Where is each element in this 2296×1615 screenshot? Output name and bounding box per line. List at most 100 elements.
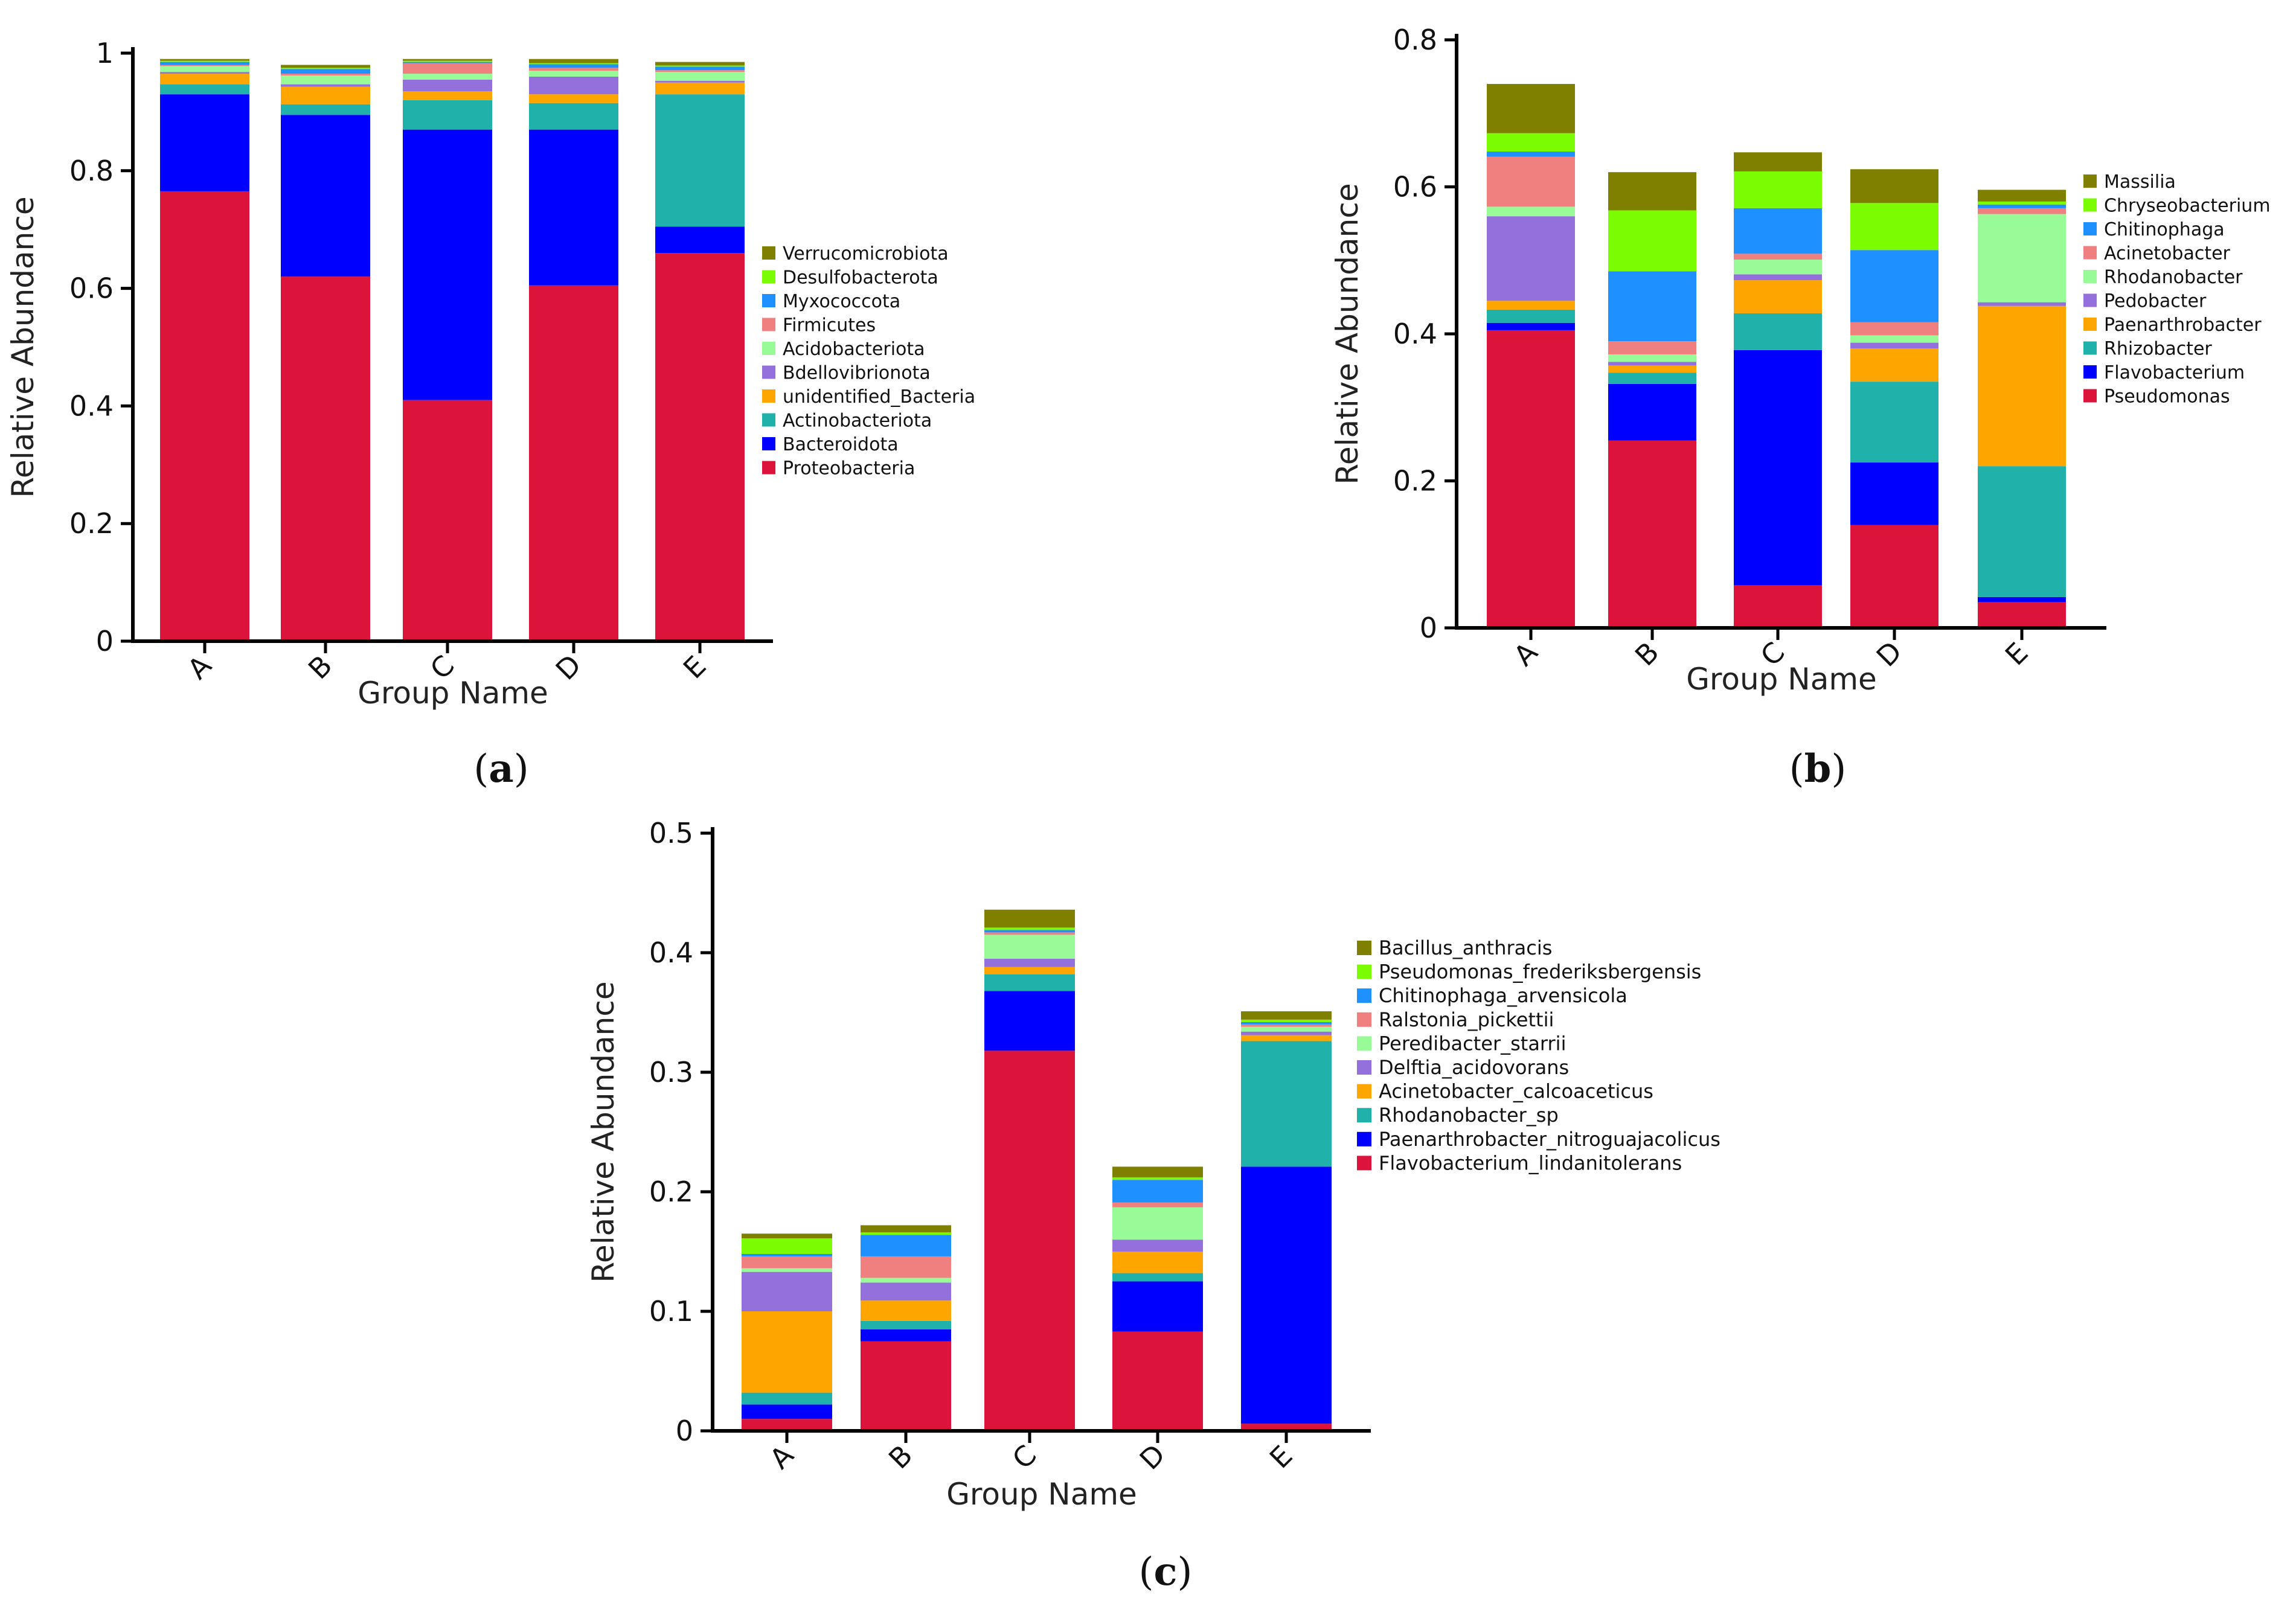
bar-segment-E-Rhizobacter [1978, 466, 2066, 597]
bar-segment-B-Pedobacter [1608, 362, 1696, 366]
legend-label: Actinobacteriota [783, 411, 932, 432]
bar-segment-A-Proteobacteria [160, 191, 249, 641]
x-tick-label: E [677, 650, 713, 685]
bar-segment-A-Delftia_acidovorans [742, 1271, 832, 1311]
bar-segment-E-Bdellovibrionota [655, 80, 745, 83]
bar-segment-C-Rhodanobacter_sp [984, 974, 1075, 991]
bar-segment-E-Massilia [1978, 190, 2066, 202]
legend-swatch [2083, 270, 2097, 283]
bar-segment-C-Bdellovibrionota [403, 79, 492, 92]
legend-label: Pseudomonas [2104, 386, 2230, 408]
bar-segment-A-Firmicutes [160, 65, 249, 66]
bar-segment-C-Rhizobacter [1734, 313, 1822, 350]
bar-segment-A-Rhodanobacter_sp [742, 1392, 832, 1405]
y-tick-label: 0.8 [1393, 24, 1437, 56]
legend-swatch [762, 318, 775, 331]
bar-segment-E-Actinobacteriota [655, 94, 745, 227]
legend-swatch [2083, 365, 2097, 379]
x-tick-label: B [1629, 636, 1666, 673]
bar-segment-D-Rhodanobacter [1850, 335, 1938, 343]
bar-segment-C-Myxococcota [403, 62, 492, 63]
x-tick-label: A [1507, 636, 1544, 673]
legend-label: Desulfobacterota [783, 267, 938, 289]
legend-label: Chitinophaga_arvensicola [1379, 984, 1627, 1007]
legend-swatch [2083, 198, 2097, 212]
legend-swatch [1357, 1012, 1371, 1027]
y-tick-label: 0.1 [649, 1295, 693, 1328]
legend-label: Rhizobacter [2104, 339, 2212, 360]
bar-segment-E-Pseudomonas [1978, 602, 2066, 628]
legend-label: Acinetobacter_calcoaceticus [1379, 1080, 1653, 1103]
bar-segment-B-Rhodanobacter [1608, 354, 1696, 362]
bar-segment-C-Acidobacteriota [403, 74, 492, 80]
y-tick-label: 0.5 [649, 817, 693, 849]
bar-segment-D-unidentified_Bacteria [529, 94, 618, 103]
bar-segment-B-Firmicutes [281, 74, 370, 76]
y-tick-label: 1 [96, 37, 114, 69]
bar-segment-A-Paenarthrobacter_nitroguajacolicus [742, 1404, 832, 1419]
bar-segment-C-Acinetobacter_calcoaceticus [984, 967, 1075, 974]
bar-segment-C-Peredibacter_starrii [984, 935, 1075, 959]
legend-label: Pseudomonas_frederiksbergensis [1379, 961, 1701, 983]
bar-segment-E-Myxococcota [655, 66, 745, 71]
y-tick-label: 0 [676, 1415, 693, 1447]
bar-segment-B-Flavobacterium_lindanitolerans [861, 1341, 951, 1431]
legend-swatch [762, 437, 775, 450]
bar-segment-A-Acidobacteriota [160, 66, 249, 72]
legend-swatch [1357, 941, 1371, 955]
bar-segment-E-Delftia_acidovorans [1241, 1031, 1332, 1035]
bar-segment-A-Massilia [1487, 84, 1575, 133]
legend-swatch [1357, 1084, 1371, 1099]
legend-label: Rhodanobacter_sp [1379, 1104, 1559, 1127]
bar-segment-D-Acinetobacter_calcoaceticus [1112, 1252, 1203, 1273]
bar-segment-C-Paenarthrobacter_nitroguajacolicus [984, 991, 1075, 1051]
bar-segment-B-Acidobacteriota [281, 75, 370, 85]
x-axis-title: Group Name [358, 676, 548, 711]
bar-segment-E-Bacillus_anthracis [1241, 1011, 1332, 1020]
legend-swatch [762, 365, 775, 379]
bar-segment-B-Rhodanobacter_sp [861, 1320, 951, 1329]
bar-segment-D-Bacillus_anthracis [1112, 1166, 1203, 1178]
bar-segment-B-Massilia [1608, 172, 1696, 211]
panel-label: (b) [1789, 746, 1847, 792]
bar-segment-D-Flavobacterium_lindanitolerans [1112, 1331, 1203, 1431]
bar-segment-A-Ralstonia_pickettii [742, 1256, 832, 1268]
chart-c: 0 0.1 0.2 0.3 0.4 0.5 A B C D E Relative Abundance G… [586, 817, 1720, 1594]
bar-segment-E-Peredibacter_starrii [1241, 1026, 1332, 1032]
bar-segment-A-Verrucomicrobiota [160, 59, 249, 61]
bar-segment-A-Actinobacteriota [160, 84, 249, 95]
legend-label: Acinetobacter [2104, 243, 2231, 264]
x-tick-label: B [882, 1439, 919, 1476]
bar-segment-D-Chitinophaga [1850, 250, 1938, 322]
bar-segment-E-Flavobacterium [1978, 596, 2066, 603]
bar-segment-E-Flavobacterium_lindanitolerans [1241, 1424, 1332, 1431]
bar-segment-A-Bacillus_anthracis [742, 1233, 832, 1239]
bar-segment-C-Flavobacterium [1734, 350, 1822, 586]
y-tick-label: 0.4 [649, 936, 693, 969]
bar-segment-A-Rhodanobacter [1487, 206, 1575, 217]
bar-segment-D-Acinetobacter [1850, 322, 1938, 336]
legend-swatch [762, 342, 775, 355]
legend-swatch [1357, 964, 1371, 979]
legend: Bacillus_anthracisPseudomonas_frederiksb… [1357, 936, 1720, 1174]
bar-segment-E-Chitinophaga_arvensicola [1241, 1022, 1332, 1025]
bar-segment-B-Pseudomonas [1608, 440, 1696, 628]
bar-segment-A-Rhizobacter [1487, 309, 1575, 323]
y-axis-title: Relative Abundance [5, 196, 40, 497]
bar-segment-C-Ralstonia_pickettii [984, 932, 1075, 935]
bar-segment-C-Bacteroidota [403, 129, 492, 400]
bar-segment-A-Flavobacterium_lindanitolerans [742, 1419, 832, 1431]
bar-segment-E-Rhodanobacter [1978, 214, 2066, 302]
legend-label: Rhodanobacter [2104, 267, 2243, 288]
bar-segment-B-Delftia_acidovorans [861, 1282, 951, 1301]
bar-segment-B-Rhizobacter [1608, 373, 1696, 384]
bar-segment-D-Rhizobacter [1850, 382, 1938, 463]
y-axis-title: Relative Abundance [1330, 183, 1365, 484]
y-axis-title: Relative Abundance [586, 981, 621, 1282]
bar-segment-C-Flavobacterium_lindanitolerans [984, 1051, 1075, 1431]
bar-segment-C-Verrucomicrobiota [403, 59, 492, 61]
bar-segment-B-Verrucomicrobiota [281, 65, 370, 68]
bar-segment-B-Myxococcota [281, 69, 370, 74]
